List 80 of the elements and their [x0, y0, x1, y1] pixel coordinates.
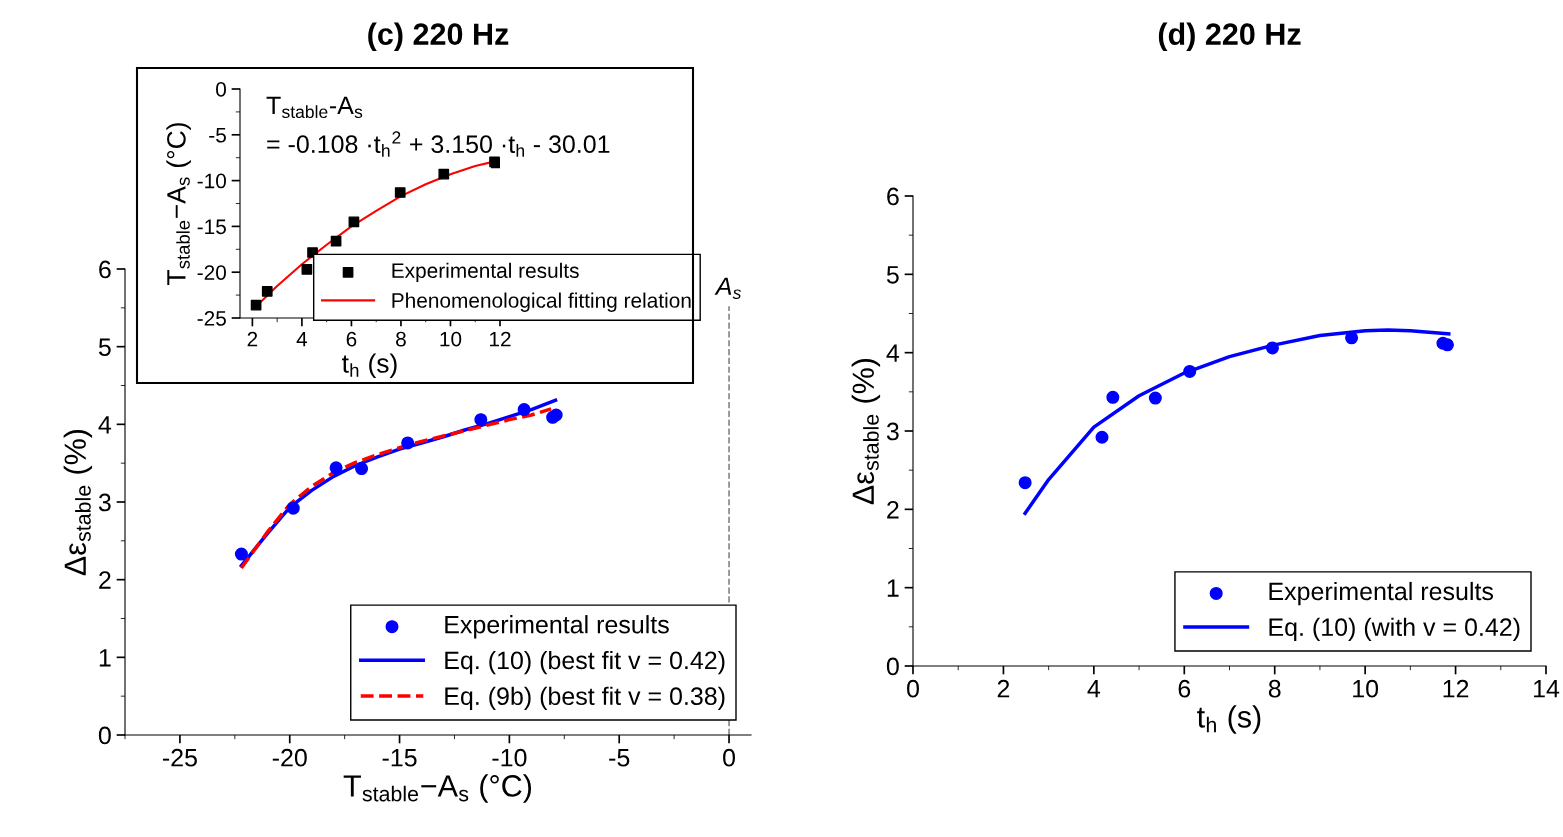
x-axis-title: t$_{h}$ (s)	[342, 353, 397, 378]
y-tick-label: 6	[887, 187, 899, 206]
legend-label: Phenomenological fitting relation	[392, 292, 691, 312]
y-tick-label: -15	[197, 219, 226, 235]
y-axis-title: T$_{stable}$−A$_{s}$ (°C)	[166, 123, 191, 285]
x-tick-label: -5	[609, 749, 630, 767]
x-tick-label: 6	[346, 331, 357, 347]
y-tick-label: 3	[98, 493, 111, 512]
point	[1265, 341, 1279, 355]
x-tick-label: 2	[997, 679, 1010, 698]
y-tick-label: 5	[98, 338, 111, 356]
point	[1440, 338, 1454, 352]
y-axis-title: Δε$_{stable}$ (%)	[851, 358, 881, 505]
x-tick-label: 10	[440, 331, 462, 347]
annotation: = -0.108 ·t$_{h}$$^{2}$ + 3.150 ·t$_{h}$ - 30.01	[267, 131, 610, 157]
line-series	[1023, 328, 1451, 515]
point	[1018, 476, 1032, 490]
x-tick-label: 12	[1443, 679, 1469, 698]
y-tick-label: 4	[98, 416, 112, 434]
x-tick-label: 12	[490, 331, 511, 347]
point	[329, 461, 343, 475]
y-tick-label: 6	[99, 260, 111, 279]
y-tick-label: 5	[886, 266, 899, 284]
y-tick-label: 3	[886, 422, 899, 441]
x-tick-label: -20	[272, 748, 307, 767]
y-tick-label: 0	[98, 726, 111, 745]
x-tick-label: 8	[396, 331, 406, 347]
x-tick-label: -10	[492, 748, 527, 767]
chart-title: (c) 220 Hz	[368, 22, 509, 52]
point	[438, 168, 450, 180]
point	[1183, 364, 1197, 378]
legend-label: Experimental results	[1269, 581, 1494, 606]
x-tick-label: 2	[247, 331, 258, 347]
point	[355, 462, 369, 476]
point	[286, 501, 300, 515]
y-tick-label: -25	[197, 311, 226, 326]
y-tick-label: 4	[886, 344, 900, 362]
y-tick-label: 0	[216, 82, 226, 97]
y-tick-label: -10	[197, 173, 226, 189]
x-tick-label: 4	[296, 331, 308, 347]
x-axis-title: t$_{h}$ (s)	[1197, 705, 1261, 734]
y-tick-label: -5	[209, 128, 226, 143]
y-tick-label: -20	[197, 265, 226, 280]
point	[517, 403, 531, 417]
x-tick-label: -15	[382, 749, 417, 767]
x-tick-label: 4	[1087, 680, 1101, 698]
ref-line-label: A$_{s}$	[714, 277, 742, 299]
legend-label: Experimental results	[392, 262, 579, 283]
y-tick-label: 1	[99, 649, 111, 667]
y-tick-label: 1	[887, 579, 899, 597]
point	[261, 286, 273, 297]
y-tick-label: 2	[887, 500, 899, 519]
x-tick-label: 0	[723, 748, 736, 767]
x-tick-label: 10	[1353, 679, 1379, 698]
legend-label: Eq. (10) (with v = 0.42)	[1269, 617, 1520, 641]
x-tick-label: 8	[1268, 679, 1281, 698]
point	[234, 547, 248, 561]
point	[348, 216, 360, 228]
chart-title: (d) 220 Hz	[1158, 22, 1301, 52]
point	[474, 413, 488, 427]
point	[1148, 391, 1162, 405]
point	[1095, 430, 1109, 444]
y-tick-label: 2	[99, 571, 111, 589]
x-tick-label: 6	[1178, 679, 1191, 698]
annotation: T$_{stable}$-A$_{s}$	[266, 96, 363, 119]
x-tick-label: -25	[162, 748, 197, 767]
y-tick-label: 0	[886, 657, 899, 676]
legend-label: Eq. (9b) (best fit v = 0.38)	[445, 686, 725, 710]
point	[401, 436, 415, 450]
y-axis-title: Δε$_{stable}$ (%)	[63, 429, 93, 576]
point	[1106, 390, 1120, 404]
legend-label: Experimental results	[445, 615, 669, 639]
x-tick-label: 0	[907, 679, 919, 698]
point	[250, 299, 262, 311]
point	[394, 187, 406, 198]
point	[1345, 331, 1359, 345]
x-axis-title: T$_{stable}$−A$_{s}$ (°C)	[343, 774, 532, 803]
point	[301, 264, 313, 275]
x-tick-label: 14	[1534, 680, 1560, 698]
legend-label: Eq. (10) (best fit v = 0.42)	[445, 650, 725, 675]
